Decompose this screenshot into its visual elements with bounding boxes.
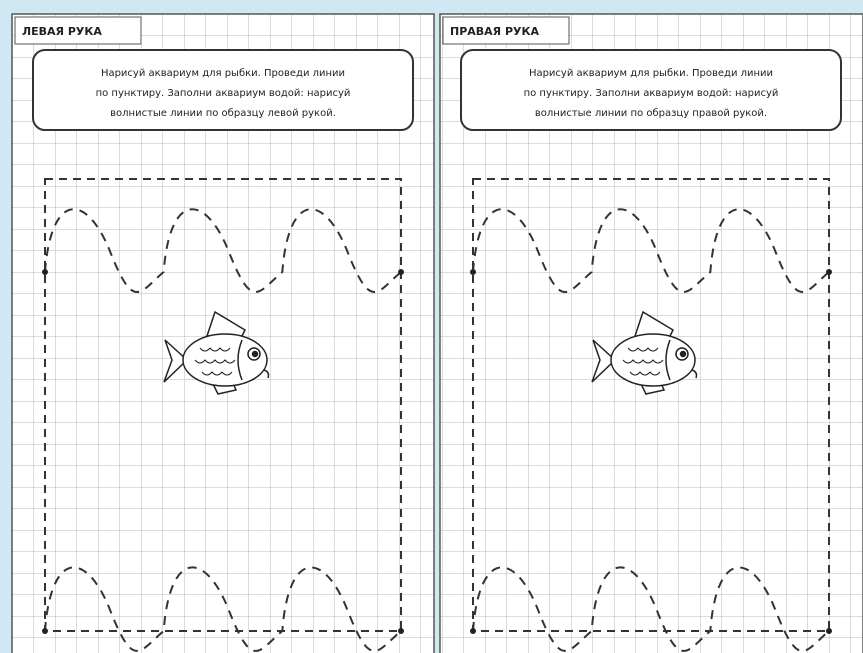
dot bbox=[398, 628, 404, 634]
dot bbox=[470, 269, 476, 275]
instruction-line: по пунктиру. Заполни аквариум водой: нар… bbox=[524, 88, 779, 99]
fish-gill bbox=[237, 339, 243, 381]
dot bbox=[398, 269, 404, 275]
aquarium-outline bbox=[44, 178, 402, 632]
panel: ЛЕВАЯ РУКА Нарисуй аквариум для рыбки. Пр… bbox=[11, 13, 435, 653]
panel-title: ЛЕВАЯ РУКА bbox=[22, 25, 102, 38]
fish-scales bbox=[194, 347, 236, 376]
instruction-line: Нарисуй аквариум для рыбки. Проведи лини… bbox=[101, 68, 345, 79]
dot bbox=[826, 269, 832, 275]
dot bbox=[42, 628, 48, 634]
instruction-box bbox=[32, 49, 414, 131]
wave-line bbox=[472, 208, 830, 293]
fish-pupil bbox=[251, 350, 259, 358]
panel-title: ПРАВАЯ РУКА bbox=[450, 25, 540, 38]
aquarium-outline bbox=[472, 178, 830, 632]
fish-tail bbox=[163, 339, 189, 383]
instruction-line: волнистые линии по образцу левой рукой. bbox=[110, 108, 336, 119]
fish-pupil bbox=[679, 350, 687, 358]
fish bbox=[591, 310, 698, 395]
instruction-line: Нарисуй аквариум для рыбки. Проведи лини… bbox=[529, 68, 773, 79]
wave-line bbox=[44, 566, 402, 652]
instruction-box bbox=[460, 49, 842, 131]
dot bbox=[42, 269, 48, 275]
fish-mouth bbox=[263, 369, 270, 379]
dot bbox=[826, 628, 832, 634]
wave-line bbox=[44, 208, 402, 293]
wave-line bbox=[472, 566, 830, 652]
panel: ПРАВАЯ РУКА Нарисуй аквариум для рыбки. П… bbox=[439, 13, 863, 653]
instruction-line: волнистые линии по образцу правой рукой. bbox=[535, 108, 767, 119]
fish-gill bbox=[665, 339, 671, 381]
title-box bbox=[14, 16, 142, 45]
fish-tail bbox=[591, 339, 617, 383]
dot bbox=[470, 628, 476, 634]
fish bbox=[163, 310, 270, 395]
title-box bbox=[442, 16, 570, 45]
instruction-line: по пунктиру. Заполни аквариум водой: нар… bbox=[96, 88, 351, 99]
fish-scales bbox=[622, 347, 664, 376]
fish-mouth bbox=[691, 369, 698, 379]
